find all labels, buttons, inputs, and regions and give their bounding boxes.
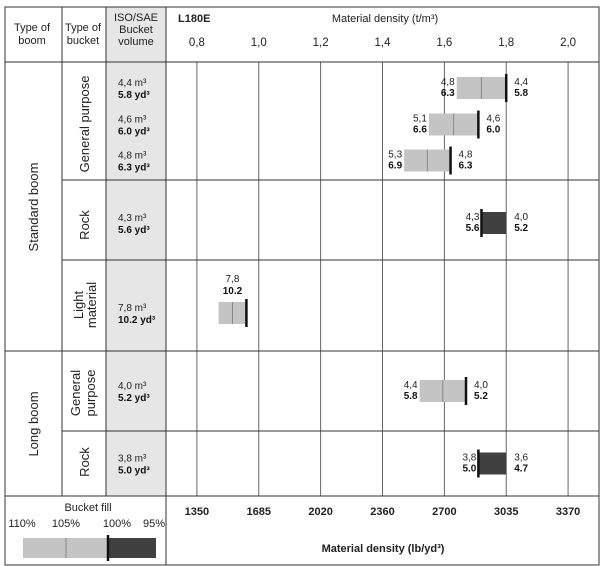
bucket-label-general-purpose: General purpose xyxy=(77,76,92,173)
density-right-yd3: 5.8 xyxy=(514,88,528,99)
top-tick-label: 1,0 xyxy=(251,37,267,49)
bucket-volume-yd3: 5.6 yd³ xyxy=(118,225,150,236)
bucket-label-rock: Rock xyxy=(77,210,92,240)
density-right-m3: 4,0 xyxy=(474,380,488,391)
bucket-volume-yd3: 5.0 yd³ xyxy=(118,466,150,477)
bucket-volume-m3: 4,3 m³ xyxy=(118,213,147,224)
density-right-m3: 4,8 xyxy=(459,150,473,161)
top-tick-label: 1,8 xyxy=(498,37,514,49)
density-left-yd3: 6.9 xyxy=(388,161,402,172)
bottom-tick-label: 2020 xyxy=(308,506,332,518)
density-left-yd3: 6.3 xyxy=(441,88,455,99)
fill-level-105: 105% xyxy=(52,518,80,530)
volume-column-bg xyxy=(106,62,166,496)
fill-range-dark-bar xyxy=(481,212,507,234)
header-volume-3: volume xyxy=(118,36,153,48)
density-left-m3: 4,3 xyxy=(466,212,480,223)
top-tick-label: 1,4 xyxy=(375,37,392,49)
bottom-tick-label: 2700 xyxy=(432,506,456,518)
bucket-label-long-rock: Rock xyxy=(77,447,92,477)
bottom-tick-label: 1685 xyxy=(247,506,271,518)
density-right-m3: 3,6 xyxy=(514,453,528,464)
density-left-m3: 4,4 xyxy=(404,380,418,391)
bucket-volume-m3: 7,8 m³ xyxy=(118,303,147,314)
density-left-yd3: 5.8 xyxy=(404,391,418,402)
bucket-volume-yd3: 6.0 yd³ xyxy=(118,127,150,138)
bucket-volume-yd3: 5.8 yd³ xyxy=(118,90,150,101)
boom-label-long: Long boom xyxy=(26,391,41,456)
header-type-of-bucket-2: bucket xyxy=(67,35,99,47)
fill-level-95: 95% xyxy=(143,518,165,530)
fill-level-100: 100% xyxy=(103,518,131,530)
bucket-volume-m3: 4,4 m³ xyxy=(118,78,147,89)
density-right-yd3: 4.7 xyxy=(514,464,528,475)
top-tick-label: 2,0 xyxy=(560,37,576,49)
bucket-label-long-general-1: General xyxy=(68,370,83,416)
bottom-tick-label: 3035 xyxy=(494,506,518,518)
density-right-m3: 4,6 xyxy=(486,114,500,125)
bucket-volume-m3: 4,8 m³ xyxy=(118,151,147,162)
density-left-m3: 5,1 xyxy=(413,114,427,125)
volume-column-header-bg xyxy=(106,7,166,62)
density-label-m3: 7,8 xyxy=(226,274,240,285)
boom-label-standard: Standard boom xyxy=(26,163,41,252)
header-volume-2: Bucket xyxy=(119,24,153,36)
density-right-yd3: 5.2 xyxy=(474,391,488,402)
bucket-label-light-material-2: material xyxy=(84,282,99,328)
density-right-m3: 4,4 xyxy=(514,77,528,88)
header-type-of-boom-2: boom xyxy=(18,35,46,47)
table-outline xyxy=(4,6,600,566)
density-right-yd3: 6.3 xyxy=(459,161,473,172)
bucket-volume-yd3: 6.3 yd³ xyxy=(118,163,150,174)
bucket-label-light-material-1: Light xyxy=(71,291,86,320)
model-name: L180E xyxy=(178,13,210,25)
legend-dark-bar xyxy=(108,538,156,558)
grid-layer xyxy=(196,62,569,496)
bottom-tick-label: 3370 xyxy=(556,506,580,518)
top-axis-title: Material density (t/m³) xyxy=(332,13,438,25)
top-tick-label: 1,2 xyxy=(313,37,329,49)
bucket-label-long-general-2: purpose xyxy=(83,370,98,417)
header-type-of-bucket-1: Type of xyxy=(65,22,102,34)
density-left-yd3: 5.6 xyxy=(466,223,480,234)
density-right-m3: 4,0 xyxy=(514,212,528,223)
borders-layer xyxy=(4,6,600,566)
bucket-volume-m3: 4,6 m³ xyxy=(118,115,147,126)
density-left-m3: 5,3 xyxy=(388,150,402,161)
density-label-yd3: 10.2 xyxy=(223,286,243,297)
bottom-axis-title: Material density (lb/yd³) xyxy=(322,543,445,555)
density-left-m3: 4,8 xyxy=(441,77,455,88)
density-left-m3: 3,8 xyxy=(462,453,476,464)
bucket-volume-yd3: 5.2 yd³ xyxy=(118,393,150,404)
bucket-volume-m3: 4,0 m³ xyxy=(118,381,147,392)
header-volume-1: ISO/SAE xyxy=(114,12,158,24)
ticks-layer: 0,8 1350 1,0 1685 1,2 2020 1,4 2360 1,6 2700 1,8 30… xyxy=(185,37,581,518)
top-tick-label: 0,8 xyxy=(189,37,205,49)
bucket-volume-m3: 3,8 m³ xyxy=(118,454,147,465)
header-type-of-boom-1: Type of xyxy=(14,22,51,34)
fill-level-110: 110% xyxy=(8,518,36,530)
density-right-yd3: 6.0 xyxy=(486,125,500,136)
density-left-yd3: 6.6 xyxy=(413,125,427,136)
top-tick-label: 1,6 xyxy=(436,37,452,49)
density-right-yd3: 5.2 xyxy=(514,223,528,234)
bottom-tick-label: 1350 xyxy=(185,506,209,518)
bottom-tick-label: 2360 xyxy=(370,506,394,518)
bucket-fill-title: Bucket fill xyxy=(64,502,111,514)
density-left-yd3: 5.0 xyxy=(462,464,476,475)
bucket-volume-yd3: 10.2 yd³ xyxy=(118,315,156,326)
fill-range-dark-bar xyxy=(478,452,507,475)
